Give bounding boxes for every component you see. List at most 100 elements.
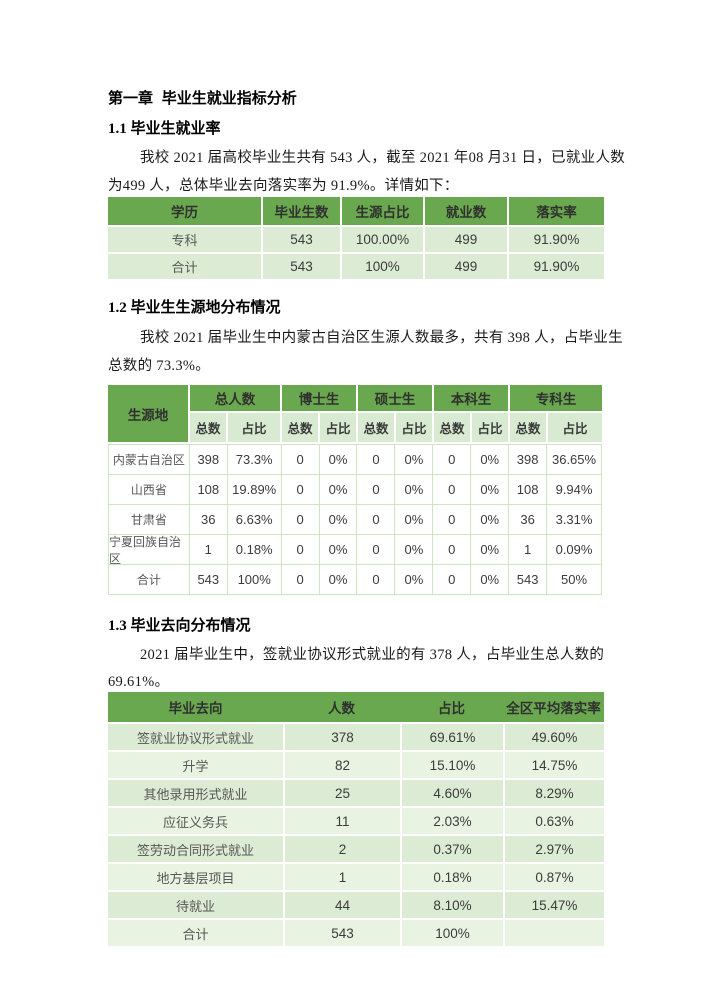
table-cell: 山西省	[109, 475, 190, 504]
table-cell: 8.29%	[503, 780, 604, 806]
table-cell: 0	[357, 445, 396, 474]
table-cell: 100.00%	[342, 227, 425, 252]
table-cell: 0.18%	[400, 864, 503, 890]
table-cell: 25	[283, 780, 400, 806]
table-row: 地方基层项目 1 0.18% 0.87%	[108, 864, 604, 890]
table-header-cell: 占比	[548, 413, 602, 442]
table-cell: 0	[282, 535, 320, 564]
table-cell: 15.47%	[503, 892, 604, 918]
section-heading-1-2: 1.2 毕业生生源地分布情况	[108, 300, 281, 316]
table-row: 签劳动合同形式就业 2 0.37% 2.97%	[108, 836, 604, 862]
table-row: 山西省 108 19.89% 0 0% 0 0% 0 0% 108 9.94%	[109, 475, 601, 505]
table-cell: 398	[509, 445, 548, 474]
table-cell: 11	[283, 808, 400, 834]
table-header-cell: 总数	[510, 413, 548, 442]
table-cell: 0	[433, 505, 472, 534]
table-cell: 升学	[108, 752, 283, 778]
section-heading-1-3: 1.3 毕业去向分布情况	[108, 618, 251, 634]
table-cell: 8.10%	[400, 892, 503, 918]
table-cell: 100%	[228, 565, 282, 594]
table-cell: 0%	[471, 505, 510, 534]
table-cell: 0.87%	[503, 864, 604, 890]
table-cell: 100%	[342, 254, 425, 279]
paragraph-line: 69.61%。	[108, 674, 170, 690]
table-group-header-row: 总人数 博士生 硕士生 本科生 专科生	[190, 385, 602, 411]
table-header-cell: 占比	[320, 413, 358, 442]
table-cell: 0%	[395, 535, 434, 564]
table-cell: 0	[433, 445, 472, 474]
table-cell: 108	[509, 475, 548, 504]
table-cell: 378	[283, 724, 400, 750]
destination-distribution-table: 毕业去向 人数 占比 全区平均落实率 签就业协议形式就业 378 69.61% …	[108, 692, 604, 946]
table-cell: 91.90%	[509, 254, 604, 279]
table-header-cell: 总数	[358, 413, 396, 442]
table-cell: 0	[282, 475, 320, 504]
paragraph-line: 为499 人，总体毕业去向落实率为 91.9%。详情如下：	[108, 178, 459, 194]
table-cell: 0	[282, 445, 320, 474]
table-cell: 甘肃省	[109, 505, 190, 534]
table-header-cell: 总人数	[190, 385, 282, 411]
table-cell: 36	[509, 505, 548, 534]
table-cell: 44	[283, 892, 400, 918]
table-cell: 0%	[320, 505, 358, 534]
table-cell: 499	[425, 227, 509, 252]
paragraph-line: 总数的 73.3%。	[108, 358, 211, 374]
table-cell: 0%	[471, 565, 510, 594]
table-cell: 3.31%	[555, 512, 593, 527]
paragraph-line: 我校 2021 届高校毕业生共有 543 人，截至 2021 年08 月31 日…	[140, 150, 626, 166]
table-header-cell: 硕士生	[358, 385, 434, 411]
table-cell: 待就业	[108, 892, 283, 918]
table-cell: 6.63%	[228, 505, 282, 534]
table-cell: 合计	[109, 565, 190, 594]
table-cell: 0	[433, 565, 472, 594]
table-cell: 0%	[320, 475, 358, 504]
table-cell: 内蒙古自治区	[109, 445, 190, 474]
table-header-cell: 博士生	[282, 385, 358, 411]
table-cell: 0	[357, 475, 396, 504]
table-cell: 0%	[395, 505, 434, 534]
table-cell: 0%	[320, 535, 358, 564]
table-cell: 0%	[471, 445, 510, 474]
table-cell: 0%	[395, 445, 434, 474]
table-cell: 499	[425, 254, 509, 279]
table-cell: 398	[190, 445, 228, 474]
table-cell: 0	[282, 565, 320, 594]
table-header-cell: 占比	[472, 413, 510, 442]
table-header-cell: 总数	[190, 413, 228, 442]
table-header-cell: 落实率	[536, 205, 577, 220]
table-cell: 1	[190, 535, 228, 564]
table-cell: 49.60%	[503, 724, 604, 750]
table-cell: 0%	[395, 475, 434, 504]
table-cell: 0.37%	[400, 836, 503, 862]
table-cell: 0.18%	[228, 535, 282, 564]
table-row: 内蒙古自治区 398 73.3% 0 0% 0 0% 0 0% 398 36.6…	[109, 445, 601, 475]
table-header-cell: 人数	[328, 701, 355, 716]
paragraph-line: 我校 2021 届毕业生中内蒙古自治区生源人数最多，共有 398 人，占毕业生	[140, 330, 623, 346]
table-row: 宁夏回族自治区 1 0.18% 0 0% 0 0% 0 0% 1 0.09%	[109, 535, 601, 566]
table-cell: 69.61%	[400, 724, 503, 750]
table-cell: 0%	[471, 475, 510, 504]
table-header-cell: 毕业生数	[263, 197, 342, 225]
table-cell: 专科	[108, 227, 263, 252]
table-row: 专科 543 100.00% 499 91.90%	[108, 227, 604, 252]
table-header-cell: 生源地	[108, 385, 190, 442]
table-header-cell: 就业数	[425, 197, 509, 225]
table-cell: 0%	[471, 535, 510, 564]
table-row: 合计 543 100% 0 0% 0 0% 0 0% 543 50%	[109, 565, 601, 594]
table-cell: 543	[190, 565, 228, 594]
table-cell: 0%	[395, 565, 434, 594]
table-cell: 合计	[108, 254, 263, 279]
table-cell	[503, 920, 604, 946]
table-cell: 4.60%	[400, 780, 503, 806]
table-cell: 0	[282, 505, 320, 534]
table-row: 其他录用形式就业 25 4.60% 8.29%	[108, 780, 604, 806]
origin-distribution-table: 生源地 总人数 博士生 硕士生 本科生 专科生 总数 占比 总数 占比 总数 占…	[108, 385, 602, 595]
table-cell: 543	[283, 920, 400, 946]
table-cell: 0.09%	[555, 542, 593, 557]
table-row: 升学 82 15.10% 14.75%	[108, 752, 604, 778]
table-row: 签就业协议形式就业 378 69.61% 49.60%	[108, 724, 604, 750]
table-cell: 9.94%	[555, 482, 593, 497]
table-cell: 36.65%	[551, 452, 597, 467]
table-header-cell: 本科生	[434, 385, 510, 411]
